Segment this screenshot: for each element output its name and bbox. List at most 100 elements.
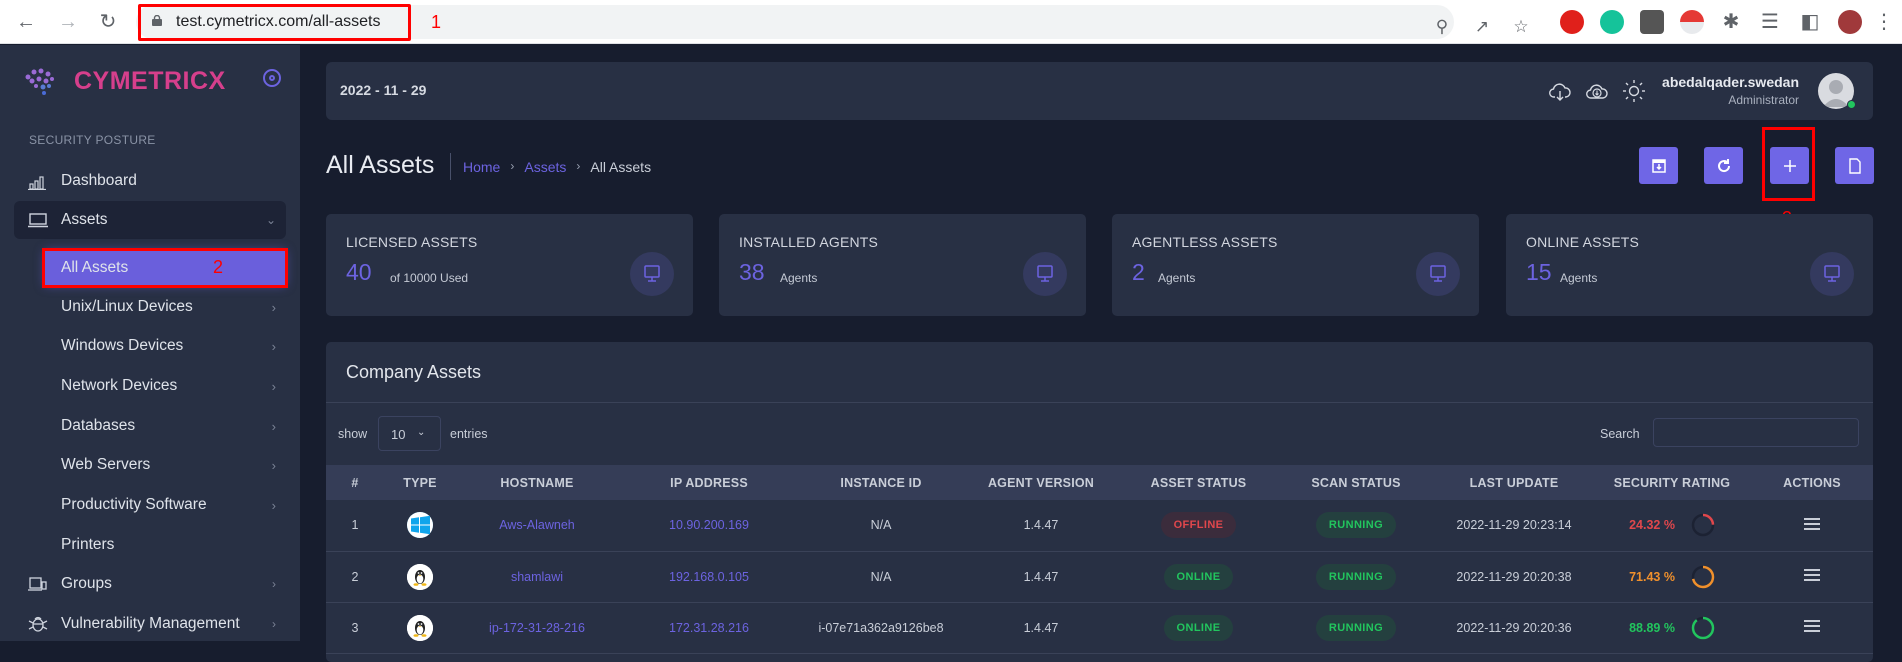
row-actions-menu-icon[interactable]	[1804, 566, 1820, 584]
chevron-right-icon: ›	[272, 577, 276, 591]
column-header[interactable]: SECURITY RATING	[1613, 475, 1731, 490]
instance-id: N/A	[870, 569, 892, 584]
lock-icon	[152, 15, 162, 26]
sidebar-toggle-icon[interactable]	[263, 69, 281, 87]
column-header[interactable]: ASSET STATUS	[1150, 475, 1247, 490]
hostname-link[interactable]: ip-172-31-28-216	[489, 620, 585, 635]
brain-logo-icon	[25, 68, 54, 95]
sidebar-subitem-label: Web Servers	[61, 456, 151, 473]
stat-label: AGENTLESS ASSETS	[1132, 234, 1278, 250]
breadcrumb-home[interactable]: Home	[463, 159, 501, 175]
stat-value: 2	[1132, 259, 1145, 285]
show-label: show	[338, 427, 368, 441]
grammarly-extension-icon[interactable]	[1600, 10, 1624, 34]
chevron-right-icon: ›	[271, 338, 276, 354]
assets-table: # TYPE HOSTNAME IP ADDRESS INSTANCE ID A…	[326, 465, 1873, 654]
sidebar-subitem-label: All Assets	[61, 259, 129, 276]
agent-version: 1.4.47	[1023, 620, 1059, 635]
stat-card-agentless-assets: AGENTLESS ASSETS 2 Agents	[1112, 214, 1479, 316]
sidebar-item-label: Assets	[61, 211, 108, 228]
import-button[interactable]	[1639, 147, 1678, 184]
table-row: 3 ip-172-31-28-216 172.31.28.216 i-07e71…	[326, 602, 1873, 653]
ip-address-link[interactable]: 192.168.0.105	[669, 569, 749, 584]
sidebar-item-vulnerability-management[interactable]: Vulnerability Management ›	[14, 605, 286, 643]
sidebar-subitem-productivity[interactable]: Productivity Software ›	[44, 487, 286, 523]
last-update: 2022-11-29 20:23:14	[1456, 518, 1572, 533]
stat-value: 15	[1526, 259, 1552, 285]
extension-icon[interactable]	[1640, 10, 1664, 34]
column-header[interactable]: SCAN STATUS	[1311, 475, 1401, 490]
forward-icon[interactable]: →	[58, 11, 78, 33]
sidebar-item-groups[interactable]: Groups ›	[14, 565, 286, 603]
side-panel-icon[interactable]: ◧	[1800, 11, 1820, 33]
bookmark-star-icon[interactable]: ☆	[1513, 17, 1529, 36]
annotation-box-url	[138, 4, 411, 41]
column-header[interactable]: HOSTNAME	[500, 475, 574, 490]
stat-label: LICENSED ASSETS	[346, 234, 478, 250]
brand-name: CYMETRICX	[74, 67, 226, 95]
sidebar-subitem-network[interactable]: Network Devices ›	[44, 368, 286, 404]
sidebar-item-assets[interactable]: Assets ⌄	[14, 201, 286, 239]
plus-icon	[1783, 159, 1796, 172]
address-bar[interactable]: test.cymetricx.com/all-assets ⚲ ↗ ☆	[136, 5, 1529, 39]
column-header[interactable]: IP ADDRESS	[670, 475, 748, 490]
sidebar-subitem-label: Windows Devices	[61, 337, 184, 354]
adblock-extension-icon[interactable]	[1560, 10, 1584, 34]
entries-value: 10	[391, 427, 406, 442]
profile-avatar[interactable]	[1838, 10, 1862, 34]
export-document-button[interactable]	[1835, 147, 1874, 184]
ip-address-link[interactable]: 10.90.200.169	[669, 518, 749, 533]
windows-icon	[407, 512, 433, 539]
sidebar-subitem-web-servers[interactable]: Web Servers ›	[44, 447, 286, 483]
sidebar-subitem-windows[interactable]: Windows Devices ›	[44, 328, 286, 364]
breadcrumb-assets[interactable]: Assets	[524, 159, 567, 175]
hostname-link[interactable]: Aws-Alawneh	[499, 518, 575, 533]
share-icon[interactable]: ↗	[1474, 17, 1490, 36]
refresh-button[interactable]	[1704, 147, 1743, 184]
sidebar-subitem-unix-linux[interactable]: Unix/Linux Devices ›	[44, 289, 286, 325]
sidebar-subitem-databases[interactable]: Databases ›	[44, 408, 286, 444]
ip-address-link[interactable]: 172.31.28.216	[669, 620, 749, 635]
add-asset-button[interactable]	[1770, 147, 1809, 184]
sidebar-subitem-all-assets[interactable]: All Assets	[44, 250, 286, 286]
sidebar-item-label: Vulnerability Management	[61, 615, 240, 632]
last-update: 2022-11-29 20:20:36	[1456, 620, 1572, 635]
column-header[interactable]: TYPE	[403, 475, 437, 490]
pokeball-extension-icon[interactable]	[1680, 10, 1704, 34]
sidebar-subitem-printers[interactable]: Printers	[44, 527, 286, 563]
row-actions-menu-icon[interactable]	[1804, 617, 1820, 635]
sidebar-item-dashboard[interactable]: Dashboard	[14, 162, 286, 200]
column-header[interactable]: AGENT VERSION	[987, 475, 1095, 490]
stat-card-licensed-assets: LICENSED ASSETS 40 of 10000 Used	[326, 214, 693, 316]
sun-theme-icon[interactable]	[1622, 79, 1646, 103]
search-input[interactable]	[1653, 418, 1859, 447]
column-header[interactable]: INSTANCE ID	[840, 475, 922, 490]
user-name[interactable]: abedalqader.swedan	[1662, 74, 1799, 90]
chevron-right-icon: ›	[272, 617, 276, 631]
scan-status-badge: RUNNING	[1315, 512, 1397, 539]
entries-per-page-select[interactable]: 10 ⌄	[378, 416, 441, 451]
linux-tux-icon	[407, 614, 433, 641]
monitor-icon	[1023, 252, 1067, 296]
chevron-right-icon: ›	[271, 299, 276, 315]
column-header[interactable]: #	[351, 475, 359, 490]
row-actions-menu-icon[interactable]	[1804, 515, 1820, 533]
extensions-puzzle-icon[interactable]: ✱	[1722, 11, 1740, 33]
hostname-link[interactable]: shamlawi	[510, 569, 564, 584]
user-avatar[interactable]	[1818, 73, 1854, 109]
back-icon[interactable]: ←	[16, 11, 36, 33]
browser-menu-icon[interactable]: ⋮	[1874, 11, 1894, 33]
sidebar-subitem-label: Productivity Software	[61, 496, 207, 513]
laptop-icon	[28, 213, 48, 228]
linux-tux-icon	[407, 563, 433, 590]
media-control-icon[interactable]: ☰	[1761, 11, 1779, 33]
url-text[interactable]: test.cymetricx.com/all-assets	[176, 13, 381, 30]
column-header[interactable]: LAST UPDATE	[1469, 475, 1559, 490]
agent-version: 1.4.47	[1023, 569, 1059, 584]
chevron-right-icon: ›	[576, 159, 581, 173]
cloud-upload-icon[interactable]	[1548, 79, 1572, 103]
monitor-icon	[1416, 252, 1460, 296]
reload-icon[interactable]: ↻	[99, 11, 117, 33]
cloud-download-icon[interactable]	[1585, 79, 1609, 103]
zoom-out-icon[interactable]: ⚲	[1435, 17, 1449, 36]
